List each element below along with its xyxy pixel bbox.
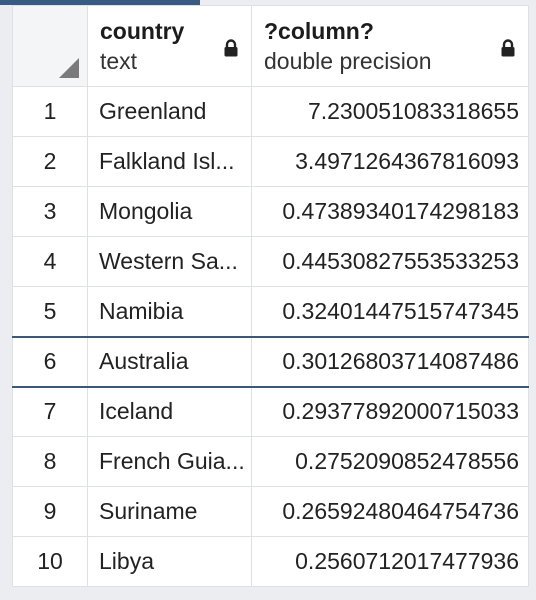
cell-country[interactable]: Australia xyxy=(87,335,252,388)
row-number[interactable]: 10 xyxy=(12,536,88,587)
table-row[interactable]: 4 Western Sa... 0.44530827553533253 xyxy=(12,236,529,287)
cell-country[interactable]: Falkland Isl... xyxy=(87,136,252,187)
column-type: double precision xyxy=(264,48,432,74)
query-results-grid: country text ?column? double precision xyxy=(12,5,536,600)
cell-value[interactable]: 0.32401447515747345 xyxy=(251,286,529,337)
cell-country[interactable]: Namibia xyxy=(87,286,252,337)
cell-country[interactable]: Suriname xyxy=(87,486,252,537)
cell-value[interactable]: 0.47389340174298183 xyxy=(251,186,529,237)
column-header-country[interactable]: country text xyxy=(87,5,252,87)
table-row[interactable]: 3 Mongolia 0.47389340174298183 xyxy=(12,186,529,237)
cell-country[interactable]: Mongolia xyxy=(87,186,252,237)
table-row[interactable]: 9 Suriname 0.26592480464754736 xyxy=(12,486,529,537)
cell-country[interactable]: Greenland xyxy=(87,86,252,137)
header-row: country text ?column? double precision xyxy=(12,5,529,87)
row-number[interactable]: 7 xyxy=(12,386,88,437)
row-number[interactable]: 3 xyxy=(12,186,88,237)
table-row[interactable]: 5 Namibia 0.32401447515747345 xyxy=(12,286,529,337)
cell-value[interactable]: 0.44530827553533253 xyxy=(251,236,529,287)
select-all-corner[interactable] xyxy=(12,5,88,87)
cell-country[interactable]: French Guia... xyxy=(87,436,252,487)
column-name: country xyxy=(100,18,185,44)
table-row-selected[interactable]: 6 Australia 0.30126803714087486 xyxy=(12,335,529,388)
table-row[interactable]: 2 Falkland Isl... 3.4971264367816093 xyxy=(12,136,529,187)
cell-country[interactable]: Libya xyxy=(87,536,252,587)
cell-value[interactable]: 0.2560712017477936 xyxy=(251,536,529,587)
row-number[interactable]: 9 xyxy=(12,486,88,537)
table-row[interactable]: 10 Libya 0.2560712017477936 xyxy=(12,536,529,587)
lock-icon xyxy=(501,39,515,57)
column-header-value[interactable]: ?column? double precision xyxy=(251,5,529,87)
table-row[interactable]: 7 Iceland 0.29377892000715033 xyxy=(12,386,529,437)
cell-value[interactable]: 7.230051083318655 xyxy=(251,86,529,137)
row-number[interactable]: 6 xyxy=(12,335,88,388)
column-type: text xyxy=(100,48,138,74)
cell-value[interactable]: 0.26592480464754736 xyxy=(251,486,529,537)
table-row[interactable]: 1 Greenland 7.230051083318655 xyxy=(12,86,529,137)
cell-value[interactable]: 0.29377892000715033 xyxy=(251,386,529,437)
row-number[interactable]: 4 xyxy=(12,236,88,287)
row-number[interactable]: 1 xyxy=(12,86,88,137)
active-tab-indicator xyxy=(0,0,200,5)
table-row[interactable]: 8 French Guia... 0.2752090852478556 xyxy=(12,436,529,487)
row-number[interactable]: 5 xyxy=(12,286,88,337)
row-number[interactable]: 8 xyxy=(12,436,88,487)
cell-country[interactable]: Iceland xyxy=(87,386,252,437)
cell-country[interactable]: Western Sa... xyxy=(87,236,252,287)
lock-icon xyxy=(224,39,238,57)
select-all-icon xyxy=(59,58,79,78)
cell-value[interactable]: 0.30126803714087486 xyxy=(251,335,529,388)
results-table: country text ?column? double precision xyxy=(12,5,529,587)
cell-value[interactable]: 0.2752090852478556 xyxy=(251,436,529,487)
cell-value[interactable]: 3.4971264367816093 xyxy=(251,136,529,187)
column-name: ?column? xyxy=(264,18,374,44)
row-number[interactable]: 2 xyxy=(12,136,88,187)
